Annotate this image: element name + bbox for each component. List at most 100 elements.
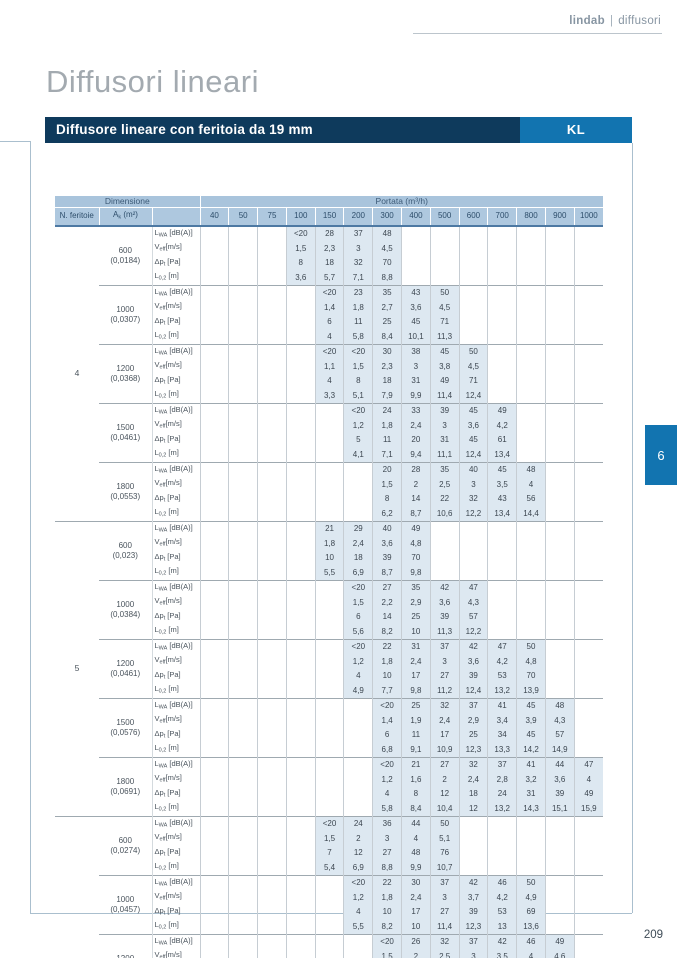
value-cell: 14,4 xyxy=(516,506,546,521)
value-cell xyxy=(257,359,287,374)
value-cell xyxy=(257,919,287,934)
chapter-tab: 6 xyxy=(645,425,677,485)
value-cell xyxy=(487,845,517,860)
size-ak-value: (0,0274) xyxy=(110,845,141,855)
value-cell xyxy=(573,520,603,536)
value-cell: 4 xyxy=(573,772,603,787)
value-cell xyxy=(516,270,546,285)
value-cell: 2,7 xyxy=(372,300,402,315)
value-cell: 1,5 xyxy=(343,595,373,610)
value-cell xyxy=(544,845,575,860)
value-cell xyxy=(285,890,316,905)
size-label: 1000 (0,0384) xyxy=(99,579,152,639)
value-cell: 2,5 xyxy=(429,477,460,492)
measure-label: Δpt [Pa] xyxy=(151,255,201,270)
value-cell xyxy=(573,225,603,241)
value-cell: 49 xyxy=(487,402,517,418)
value-cell xyxy=(285,300,316,315)
measure-label: Δpt [Pa] xyxy=(151,609,201,624)
value-cell xyxy=(228,359,258,374)
size-ak-value: (0,0184) xyxy=(110,255,141,265)
flow-column-header: 100 xyxy=(285,207,316,227)
value-cell xyxy=(314,654,344,669)
value-cell: 50 xyxy=(429,815,460,831)
value-cell xyxy=(199,284,229,300)
value-cell: 45 xyxy=(487,461,517,477)
value-cell xyxy=(544,579,575,595)
value-cell xyxy=(544,343,575,359)
value-cell xyxy=(228,536,258,551)
value-cell xyxy=(285,949,316,958)
value-cell xyxy=(257,933,287,949)
size-label: 1200(0,0549) xyxy=(99,933,152,958)
value-cell xyxy=(228,418,258,433)
value-cell: 43 xyxy=(487,491,517,506)
value-cell xyxy=(573,418,603,433)
value-cell xyxy=(199,550,229,565)
value-cell xyxy=(228,579,258,595)
value-cell xyxy=(458,329,488,344)
value-cell: 12,4 xyxy=(458,447,488,462)
value-cell xyxy=(285,638,316,654)
value-cell: 4 xyxy=(314,329,344,344)
value-cell xyxy=(487,270,517,285)
value-cell: 1,2 xyxy=(343,418,373,433)
value-cell: 7,9 xyxy=(372,388,402,403)
n-feritoie-header: N. feritoie xyxy=(55,207,99,227)
value-cell xyxy=(199,697,229,713)
value-cell: 6,2 xyxy=(372,506,402,521)
value-cell xyxy=(199,388,229,403)
value-cell xyxy=(314,638,344,654)
measure-label: L0,2 [m] xyxy=(151,860,201,875)
value-cell: 29 xyxy=(343,520,373,536)
value-cell xyxy=(199,949,229,958)
value-cell xyxy=(573,550,603,565)
value-cell: 2,9 xyxy=(458,713,488,728)
value-cell xyxy=(257,418,287,433)
value-cell xyxy=(228,314,258,329)
value-cell: 4 xyxy=(516,949,546,958)
value-cell xyxy=(228,624,258,639)
value-cell: 2,3 xyxy=(314,241,344,256)
value-cell xyxy=(544,447,575,462)
value-cell: 13,2 xyxy=(487,801,517,816)
value-cell: 8 xyxy=(285,255,316,270)
measure-label: Δpt [Pa] xyxy=(151,786,201,801)
value-cell xyxy=(516,314,546,329)
product-banner: Diffusore lineare con feritoia da 19 mm … xyxy=(45,117,632,143)
value-cell xyxy=(544,683,575,698)
size-value: 1000 xyxy=(116,304,135,314)
size-value: 1500 xyxy=(116,717,135,727)
value-cell: 48 xyxy=(516,461,546,477)
value-cell: 1,5 xyxy=(372,477,402,492)
value-cell xyxy=(573,314,603,329)
value-cell: 8,2 xyxy=(372,624,402,639)
measure-label: LWA [dB(A)] xyxy=(151,225,201,241)
page-number: 209 xyxy=(643,929,663,941)
value-cell: 48 xyxy=(400,845,431,860)
value-cell xyxy=(516,402,546,418)
value-cell: 42 xyxy=(487,933,517,949)
value-cell: 30 xyxy=(400,874,431,890)
value-cell: 49 xyxy=(429,373,460,388)
value-cell xyxy=(544,241,575,256)
value-cell xyxy=(228,255,258,270)
measure-label: Δpt [Pa] xyxy=(151,845,201,860)
value-cell xyxy=(516,284,546,300)
flow-column-header: 40 xyxy=(199,207,229,227)
measure-label: LWA [dB(A)] xyxy=(151,697,201,713)
value-cell: 4 xyxy=(516,477,546,492)
value-cell: 12 xyxy=(343,845,373,860)
value-cell: 10,7 xyxy=(429,860,460,875)
value-cell xyxy=(228,874,258,890)
value-cell xyxy=(228,432,258,447)
value-cell: 27 xyxy=(372,579,402,595)
value-cell xyxy=(487,579,517,595)
value-cell xyxy=(544,668,575,683)
value-cell xyxy=(257,874,287,890)
value-cell xyxy=(199,919,229,934)
value-cell: 70 xyxy=(516,668,546,683)
value-cell: 4 xyxy=(372,786,402,801)
value-cell xyxy=(257,388,287,403)
size-label: 1500 (0,0576) xyxy=(99,697,152,757)
